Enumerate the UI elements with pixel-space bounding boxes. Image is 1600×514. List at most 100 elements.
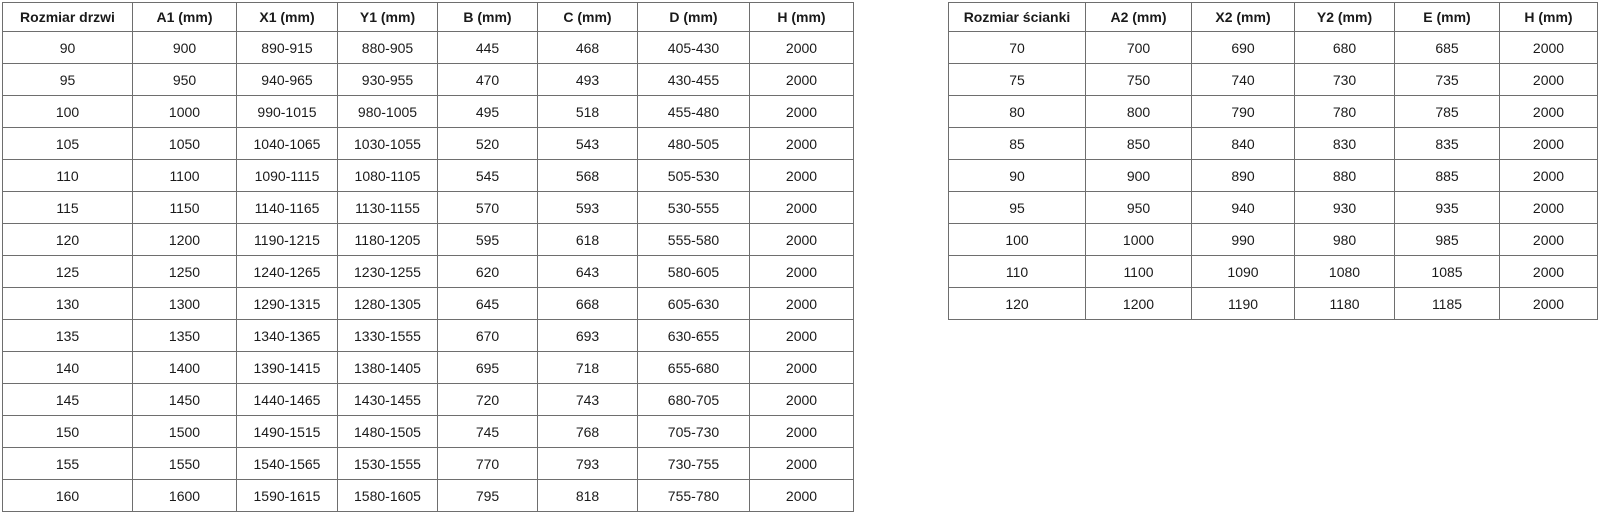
table-cell: 1430-1455 — [337, 383, 438, 416]
table-cell: 1000 — [132, 95, 237, 128]
column-header: D (mm) — [637, 2, 750, 32]
table-cell: 1330-1555 — [337, 319, 438, 352]
table-cell: 105 — [2, 127, 133, 160]
table-cell: 95 — [2, 63, 133, 96]
table-cell: 800 — [1085, 95, 1192, 128]
table-cell: 115 — [2, 191, 133, 224]
table-cell: 2000 — [749, 63, 854, 96]
table-row: 115 1150 1140-1165 1130-1155 570 593 530-555 20… — [2, 191, 854, 224]
table-cell: 570 — [437, 191, 538, 224]
table-cell: 793 — [537, 447, 638, 480]
table-cell: 990 — [1191, 223, 1295, 256]
table-cell: 2000 — [1499, 255, 1598, 288]
table-cell: 1180 — [1294, 287, 1395, 320]
table-cell: 1000 — [1085, 223, 1192, 256]
table-cell: 1150 — [132, 191, 237, 224]
table-cell: 2000 — [749, 479, 854, 512]
table-cell: 493 — [537, 63, 638, 96]
column-header: Rozmiar drzwi — [2, 2, 133, 32]
table-cell: 1090-1115 — [236, 159, 338, 192]
table-cell: 930 — [1294, 191, 1395, 224]
table-row: 120 1200 1190-1215 1180-1205 595 618 555-580 20… — [2, 223, 854, 256]
table-cell: 2000 — [749, 31, 854, 64]
column-header: A1 (mm) — [132, 2, 237, 32]
table-cell: 580-605 — [637, 255, 750, 288]
table-cell: 1030-1055 — [337, 127, 438, 160]
table-cell: 140 — [2, 351, 133, 384]
table-cell: 1500 — [132, 415, 237, 448]
table-cell: 990-1015 — [236, 95, 338, 128]
table-cell: 2000 — [749, 223, 854, 256]
table-cell: 940-965 — [236, 63, 338, 96]
table-cell: 1350 — [132, 319, 237, 352]
table-cell: 2000 — [749, 383, 854, 416]
table-cell: 405-430 — [637, 31, 750, 64]
table-cell: 1550 — [132, 447, 237, 480]
table-cell: 1380-1405 — [337, 351, 438, 384]
table-cell: 890 — [1191, 159, 1295, 192]
table-cell: 155 — [2, 447, 133, 480]
table-cell: 1080 — [1294, 255, 1395, 288]
table-cell: 2000 — [1499, 127, 1598, 160]
table-cell: 1390-1415 — [236, 351, 338, 384]
table-cell: 1590-1615 — [236, 479, 338, 512]
table-cell: 2000 — [749, 415, 854, 448]
header-row: Rozmiar ścianki A2 (mm) X2 (mm) Y2 (mm) E (m… — [948, 2, 1598, 32]
table-cell: 1080-1105 — [337, 159, 438, 192]
table-cell: 593 — [537, 191, 638, 224]
table-cell: 545 — [437, 159, 538, 192]
table-row: 100 1000 990-1015 980-1005 495 518 455-480 2000 — [2, 95, 854, 128]
table-cell: 125 — [2, 255, 133, 288]
column-header: B (mm) — [437, 2, 538, 32]
table-cell: 2000 — [1499, 63, 1598, 96]
column-header: E (mm) — [1394, 2, 1500, 32]
table-cell: 668 — [537, 287, 638, 320]
table-cell: 930-955 — [337, 63, 438, 96]
table-cell: 1540-1565 — [236, 447, 338, 480]
table-row: 140 1400 1390-1415 1380-1405 695 718 655-680 20… — [2, 351, 854, 384]
table-row: 70 700 690 680 685 2000 — [948, 31, 1598, 64]
table-cell: 470 — [437, 63, 538, 96]
table-cell: 950 — [132, 63, 237, 96]
table-cell: 100 — [948, 223, 1086, 256]
table-cell: 840 — [1191, 127, 1295, 160]
table-cell: 643 — [537, 255, 638, 288]
table-cell: 985 — [1394, 223, 1500, 256]
column-header: X1 (mm) — [236, 2, 338, 32]
table-cell: 680-705 — [637, 383, 750, 416]
header-row: Rozmiar drzwi A1 (mm) X1 (mm) Y1 (mm) B (mm)… — [2, 2, 854, 32]
table-cell: 505-530 — [637, 159, 750, 192]
table-cell: 835 — [1394, 127, 1500, 160]
table-cell: 850 — [1085, 127, 1192, 160]
table-cell: 705-730 — [637, 415, 750, 448]
column-header: X2 (mm) — [1191, 2, 1295, 32]
table-cell: 730-755 — [637, 447, 750, 480]
table-cell: 2000 — [1499, 223, 1598, 256]
table-row: 90 900 890 880 885 2000 — [948, 159, 1598, 192]
table-cell: 780 — [1294, 95, 1395, 128]
table-cell: 455-480 — [637, 95, 750, 128]
table-cell: 718 — [537, 351, 638, 384]
table-row: 100 1000 990 980 985 2000 — [948, 223, 1598, 256]
table-cell: 940 — [1191, 191, 1295, 224]
table-cell: 1190 — [1191, 287, 1295, 320]
column-header: C (mm) — [537, 2, 638, 32]
table-cell: 150 — [2, 415, 133, 448]
table-cell: 120 — [948, 287, 1086, 320]
table-cell: 695 — [437, 351, 538, 384]
table-row: 105 1050 1040-1065 1030-1055 520 543 480-505 20… — [2, 127, 854, 160]
table-row: 110 1100 1090-1115 1080-1105 545 568 505-530 20… — [2, 159, 854, 192]
table-cell: 2000 — [749, 447, 854, 480]
table-cell: 495 — [437, 95, 538, 128]
table-cell: 1580-1605 — [337, 479, 438, 512]
table-cell: 1090 — [1191, 255, 1295, 288]
table-cell: 430-455 — [637, 63, 750, 96]
table-cell: 90 — [948, 159, 1086, 192]
table-cell: 900 — [1085, 159, 1192, 192]
table-cell: 1100 — [132, 159, 237, 192]
table-cell: 980-1005 — [337, 95, 438, 128]
table-cell: 735 — [1394, 63, 1500, 96]
table-row: 135 1350 1340-1365 1330-1555 670 693 630-655 20… — [2, 319, 854, 352]
column-header: Rozmiar ścianki — [948, 2, 1086, 32]
